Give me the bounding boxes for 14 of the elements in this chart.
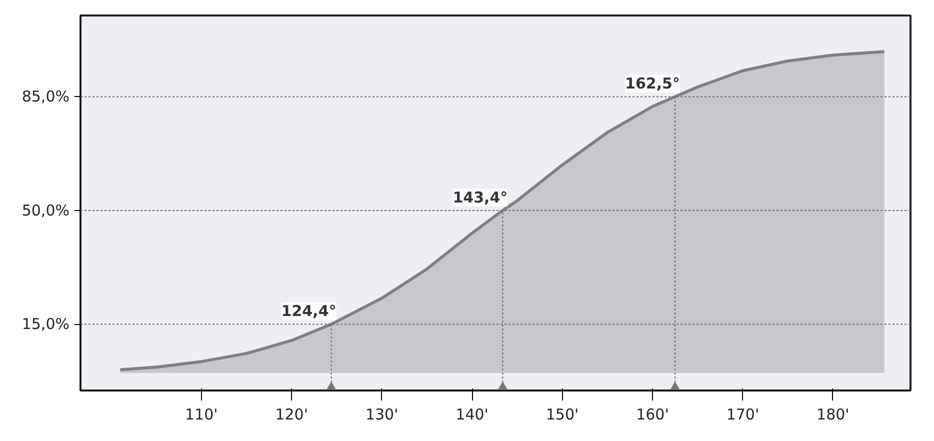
annotation: 162,5° [625, 74, 680, 93]
y-tick-label: 85,0% [22, 88, 70, 106]
annotation: 124,4° [281, 302, 336, 320]
y-tick-label: 15,0% [22, 315, 70, 334]
x-tick-label: 130' [365, 406, 398, 424]
x-tick-label: 180' [816, 406, 850, 424]
annotation: 143,4° [452, 188, 508, 206]
x-tick-label: 160' [636, 406, 669, 424]
x-tick-label: 140' [456, 406, 488, 424]
x-tick-label: 150' [546, 406, 579, 424]
x-tick-label: 170' [726, 406, 760, 424]
y-tick-label: 50,0% [22, 201, 70, 220]
x-tick-label: 120' [275, 406, 308, 424]
x-tick-label: 110' [185, 406, 218, 424]
